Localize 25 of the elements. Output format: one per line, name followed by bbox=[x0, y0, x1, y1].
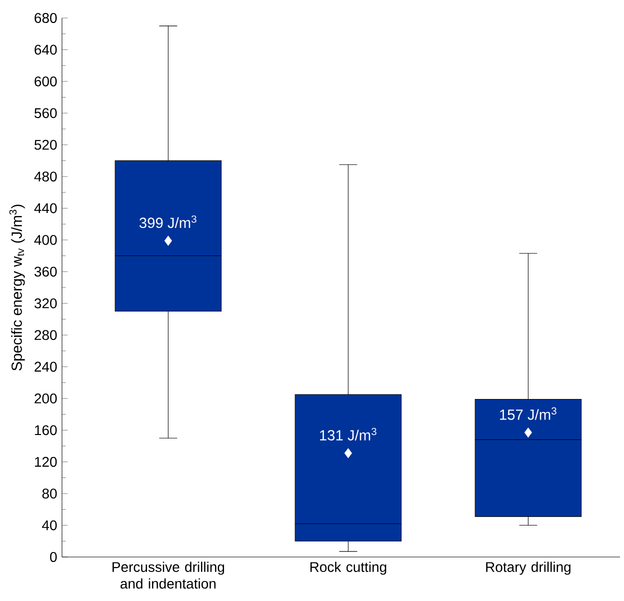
annotation: 131 J/m$^{3}$ bbox=[320, 428, 376, 440]
y-tick-label: 440 bbox=[34, 203, 57, 214]
y-tick-label: 40 bbox=[42, 520, 57, 530]
x-tick-label: Percussive drilling and indentation bbox=[112, 562, 224, 589]
y-tick-label: 320 bbox=[34, 298, 57, 308]
y-tick-label: 200 bbox=[34, 394, 57, 404]
y-tick-label: 360 bbox=[34, 266, 57, 277]
y-tick-label: 240 bbox=[34, 362, 57, 372]
y-tick-label: 560 bbox=[34, 108, 57, 118]
y-tick-label: 400 bbox=[34, 234, 57, 245]
y-axis-title: Specific energy w$_{tv}$ (J/m$^{3}$) bbox=[9, 204, 25, 371]
y-tick-label: 520 bbox=[34, 140, 57, 150]
y-tick-label: 280 bbox=[34, 330, 57, 340]
annotation: 157 J/m$^{3}$ bbox=[500, 407, 556, 420]
y-tick-label: 120 bbox=[35, 456, 57, 467]
annotation: 399 J/m$^{3}$ bbox=[139, 215, 196, 228]
y-tick-label: 680 bbox=[34, 13, 57, 23]
x-tick-label: Rotary drilling bbox=[486, 562, 570, 575]
x-tick-label: Rock cutting bbox=[310, 562, 386, 575]
y-tick-label: 160 bbox=[35, 425, 57, 436]
y-tick-label: 480 bbox=[34, 172, 57, 182]
y-tick-label: 0 bbox=[50, 552, 57, 562]
y-tick-label: 600 bbox=[34, 76, 57, 86]
y-tick-label: 640 bbox=[34, 44, 57, 55]
y-tick-label: 80 bbox=[42, 488, 57, 499]
